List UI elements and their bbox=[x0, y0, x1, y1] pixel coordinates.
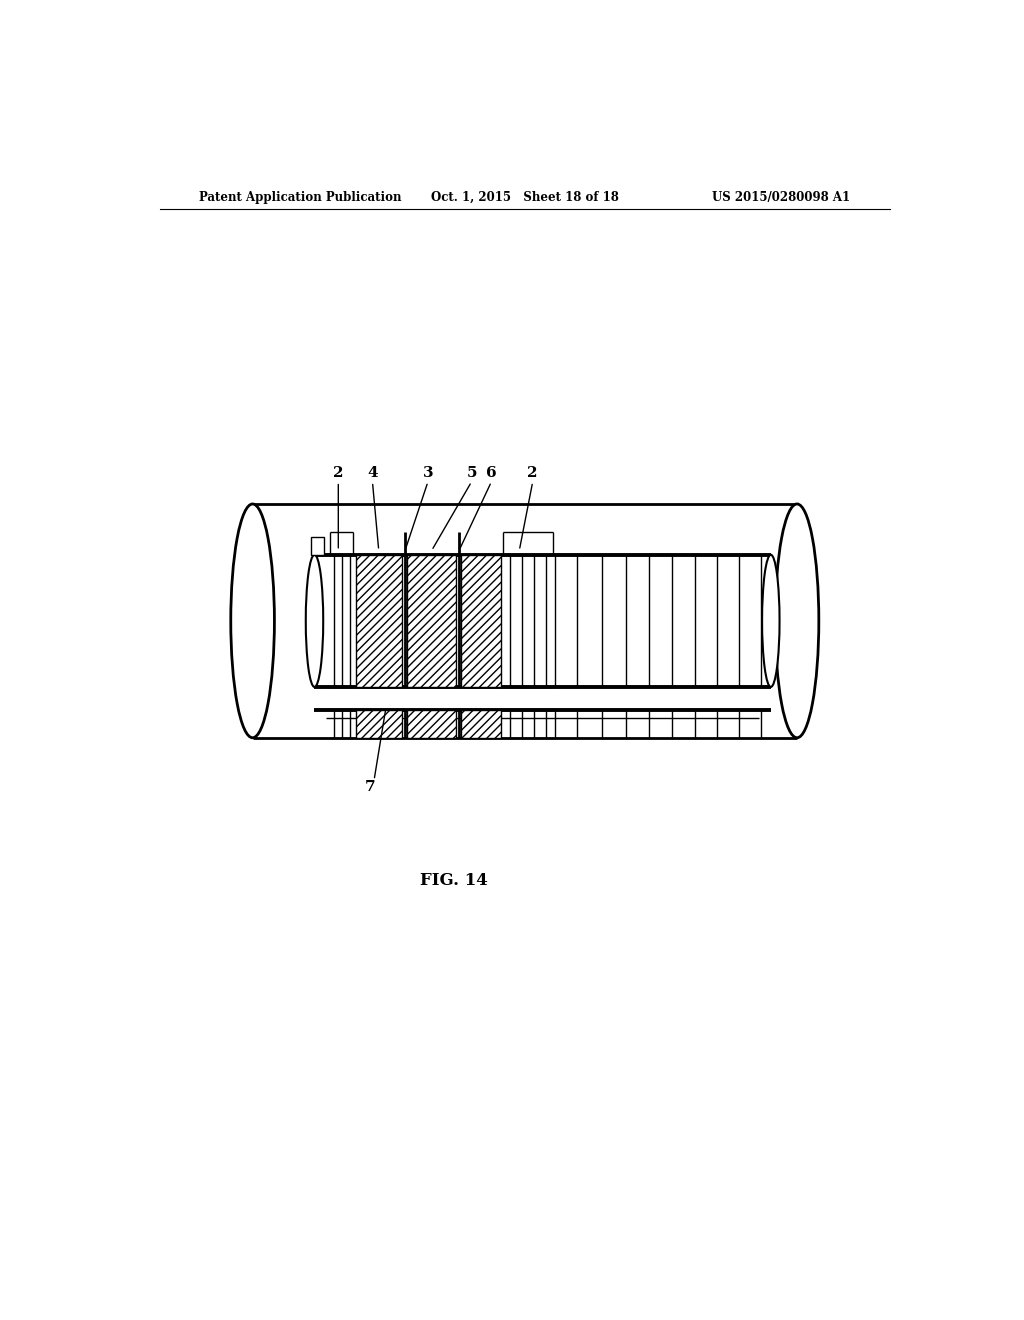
Text: US 2015/0280098 A1: US 2015/0280098 A1 bbox=[712, 190, 850, 203]
Bar bbox=[314, 554, 771, 686]
Text: 3: 3 bbox=[423, 466, 433, 479]
Ellipse shape bbox=[306, 554, 324, 686]
Bar bbox=[355, 554, 401, 686]
Bar bbox=[355, 710, 401, 738]
Text: FIG. 14: FIG. 14 bbox=[420, 871, 487, 888]
Text: 7: 7 bbox=[365, 780, 376, 795]
Ellipse shape bbox=[230, 504, 274, 738]
Text: 4: 4 bbox=[368, 466, 378, 479]
Text: 6: 6 bbox=[486, 466, 497, 479]
Bar bbox=[310, 537, 324, 554]
Text: Patent Application Publication: Patent Application Publication bbox=[200, 190, 402, 203]
Bar bbox=[408, 710, 456, 738]
Ellipse shape bbox=[762, 554, 779, 686]
Bar bbox=[461, 554, 501, 686]
Ellipse shape bbox=[775, 504, 819, 738]
Text: 2: 2 bbox=[527, 466, 538, 479]
Bar bbox=[253, 504, 797, 738]
Bar bbox=[461, 710, 501, 738]
Text: Oct. 1, 2015   Sheet 18 of 18: Oct. 1, 2015 Sheet 18 of 18 bbox=[431, 190, 618, 203]
Text: 2: 2 bbox=[333, 466, 344, 479]
Text: 5: 5 bbox=[466, 466, 477, 479]
Bar bbox=[408, 554, 456, 686]
